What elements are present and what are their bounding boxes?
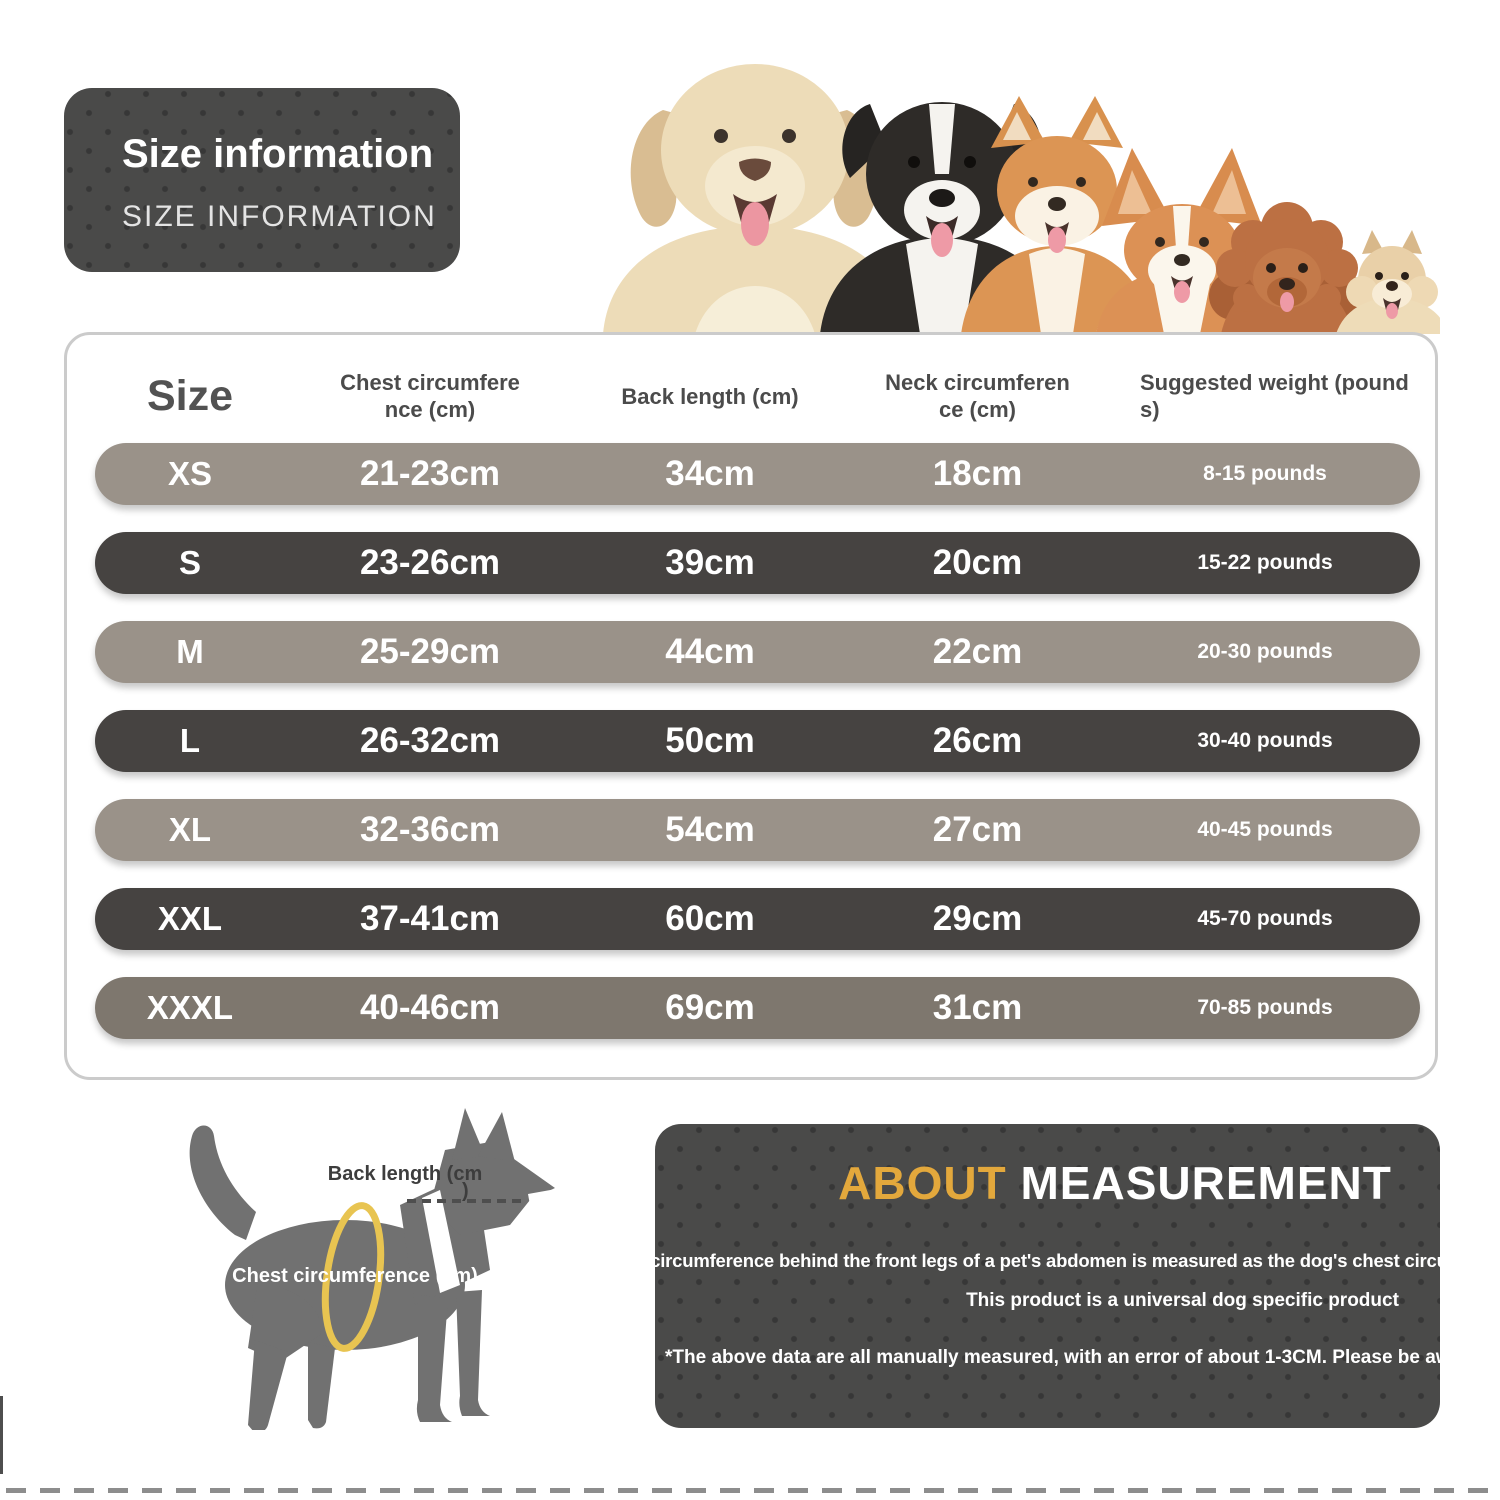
about-note-universal: This product is a universal dog specific… [966, 1290, 1399, 1311]
about-title: ABOUT MEASUREMENT [655, 1156, 1440, 1210]
chest-measure-ellipse [321, 1202, 385, 1352]
chest-circumference-label: Chest circumference (cm) [232, 1265, 478, 1287]
col-header-size: Size [146, 372, 234, 420]
back-length-label-paren: ) [462, 1180, 469, 1202]
table-row-xl: XL 32-36cm 54cm 27cm 40-45 pounds [95, 799, 1420, 861]
pomeranian-illustration [1336, 230, 1440, 334]
col-header-weight: Suggested weight (pound s) [1140, 370, 1409, 422]
about-note-chest: h of the circumference behind the front … [580, 1250, 1500, 1271]
badge-title: Size information [122, 132, 434, 176]
about-title-rest: MEASUREMENT [1006, 1157, 1392, 1209]
about-title-highlight: ABOUT [838, 1157, 1007, 1209]
size-information-badge: Size information SIZE INFORMATION [64, 88, 460, 272]
about-measurement-panel: ABOUT MEASUREMENT h of the circumference… [580, 1124, 1500, 1428]
table-row-l: L 26-32cm 50cm 26cm 30-40 pounds [95, 710, 1420, 772]
table-row-xs: XS 21-23cm 34cm 18cm 8-15 pounds [95, 443, 1420, 505]
table-row-xxl: XXL 37-41cm 60cm 29cm 45-70 pounds [95, 888, 1420, 950]
table-row-s: S 23-26cm 39cm 20cm 15-22 pounds [95, 532, 1420, 594]
badge-subtitle: SIZE INFORMATION [122, 200, 437, 233]
bottom-dashed-divider [6, 1488, 1500, 1493]
col-header-chest: Chest circumfere nce (cm) [340, 370, 520, 422]
table-header-row: Size Chest circumfere nce (cm) Back leng… [95, 355, 1420, 437]
table-row-xxxl: XXXL 40-46cm 69cm 31cm 70-85 pounds [95, 977, 1420, 1039]
toy-poodle-illustration [1209, 202, 1365, 334]
back-length-dashed-line [407, 1199, 525, 1203]
back-length-label: Back length (cm [327, 1163, 483, 1185]
col-header-neck: Neck circumferen ce (cm) [885, 370, 1070, 422]
dog-breeds-photo-strip [603, 64, 1440, 334]
col-header-back: Back length (cm) [621, 383, 799, 409]
table-row-m: M 25-29cm 44cm 22cm 20-30 pounds [95, 621, 1420, 683]
left-edge-divider [0, 1396, 3, 1474]
dog-silhouette-icon [189, 1108, 556, 1430]
about-note-error: *The above data are all manually measure… [665, 1347, 1486, 1368]
size-table-card: Size Chest circumfere nce (cm) Back leng… [64, 332, 1438, 1080]
